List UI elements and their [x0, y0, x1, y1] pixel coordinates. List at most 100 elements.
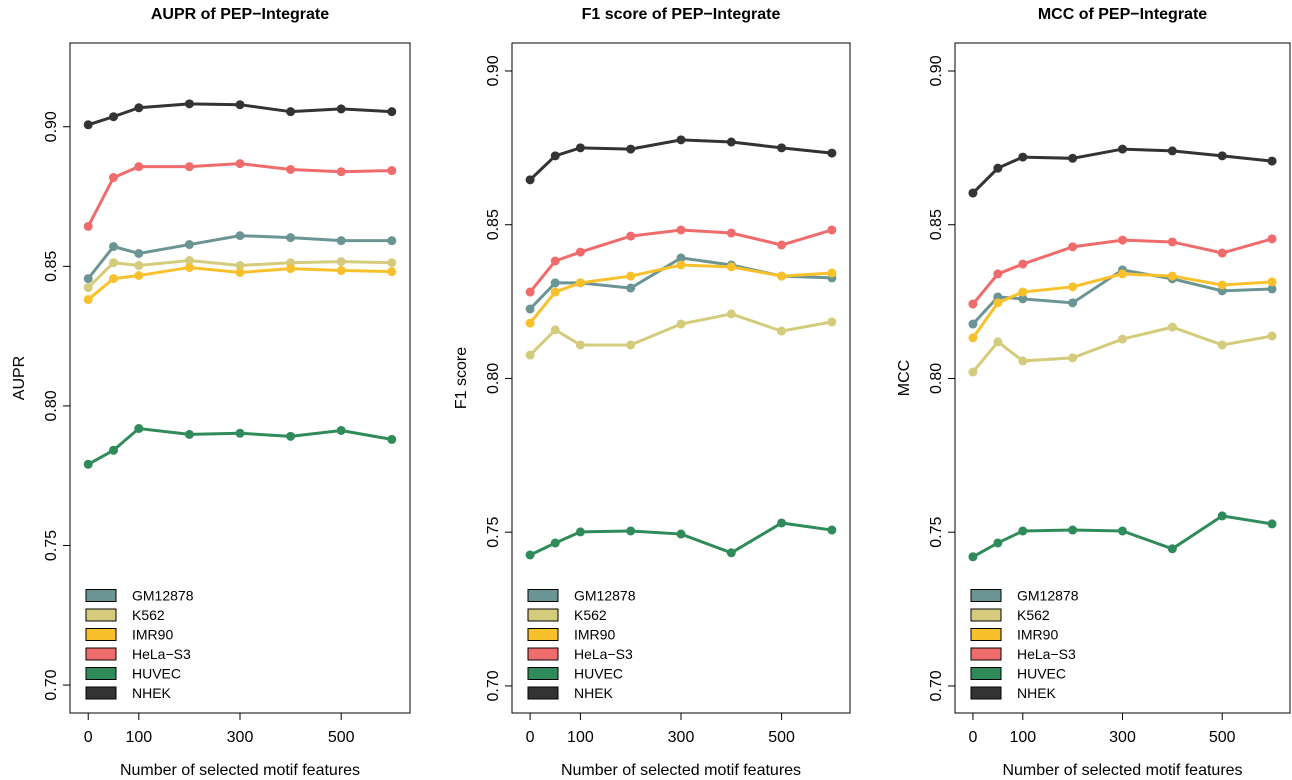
point [336, 425, 346, 435]
legend-swatch [85, 628, 117, 641]
legend-swatch [527, 628, 559, 641]
point [827, 148, 837, 158]
point [968, 188, 978, 198]
chart-title: MCC of PEP−Integrate [1038, 6, 1207, 23]
point [1167, 237, 1177, 247]
legend-swatch [970, 667, 1002, 680]
series-line [971, 272, 1273, 339]
x-tick-label: 0 [968, 729, 977, 746]
legend-label: HeLa−S3 [132, 646, 191, 662]
point [676, 529, 686, 539]
point [676, 135, 686, 145]
point [109, 258, 119, 268]
point [1267, 519, 1277, 529]
point [525, 175, 535, 185]
legend-label: GM12878 [574, 588, 636, 604]
point [387, 267, 397, 277]
legend-swatch [85, 608, 117, 622]
point [1167, 322, 1177, 332]
point [134, 424, 144, 434]
legend-swatch [970, 589, 1002, 602]
y-axis-label: MCC [896, 360, 913, 396]
point [286, 233, 296, 243]
y-tick-label: 0.85 [928, 209, 945, 240]
legend-label: K562 [132, 607, 165, 623]
point [134, 248, 144, 258]
point [1217, 280, 1227, 290]
point [1068, 298, 1078, 308]
point [286, 431, 296, 441]
legend-label: HUVEC [132, 666, 181, 682]
x-tick-label: 500 [328, 729, 355, 746]
legend-label: K562 [574, 607, 607, 623]
series-line [971, 147, 1273, 195]
x-tick-label: 500 [1209, 729, 1236, 746]
point [1068, 242, 1078, 252]
plot-box [69, 42, 411, 714]
x-tick-label: 500 [768, 729, 795, 746]
point [387, 236, 397, 246]
point [550, 278, 560, 288]
point [550, 325, 560, 335]
point [676, 253, 686, 263]
point [1267, 284, 1277, 294]
point [83, 221, 93, 231]
point [827, 525, 837, 535]
point [184, 162, 194, 172]
point [827, 317, 837, 327]
point [336, 257, 346, 267]
panel: AUPR of PEP−Integrate Number of selected … [11, 6, 411, 779]
chart-title: F1 score of PEP−Integrate [582, 6, 781, 23]
y-axis-label: AUPR [11, 356, 28, 400]
point [575, 143, 585, 153]
point [1068, 353, 1078, 363]
point [387, 434, 397, 444]
point [575, 340, 585, 350]
point [993, 538, 1003, 548]
point [184, 99, 194, 109]
point [993, 269, 1003, 279]
point [109, 445, 119, 455]
point [968, 333, 978, 343]
point [968, 319, 978, 329]
point [134, 103, 144, 113]
series-line [972, 514, 1273, 559]
point [1267, 234, 1277, 244]
plot-box [954, 42, 1291, 714]
point [550, 287, 560, 297]
x-tick-label: 0 [526, 729, 535, 746]
series-line [528, 263, 832, 325]
panel: MCC of PEP−Integrate Number of selected m… [896, 6, 1291, 779]
point [777, 271, 787, 281]
legend-label: HUVEC [574, 666, 623, 682]
point [1217, 511, 1227, 521]
x-axis-label: Number of selected motif features [120, 762, 360, 779]
legend-swatch [970, 647, 1002, 661]
point [993, 298, 1003, 308]
series-line [529, 312, 833, 357]
point [1018, 526, 1028, 536]
legend-label: NHEK [132, 685, 172, 701]
y-tick-label: 0.90 [43, 111, 60, 142]
series-line [87, 426, 393, 466]
point [109, 242, 119, 252]
x-tick-label: 300 [668, 729, 695, 746]
legend-swatch [970, 628, 1002, 641]
point [1018, 287, 1028, 297]
chart-title: AUPR of PEP−Integrate [151, 6, 329, 23]
point [286, 107, 296, 117]
y-tick-label: 0.90 [928, 55, 945, 86]
y-tick-label: 0.80 [43, 390, 60, 421]
point [626, 283, 636, 293]
legend-swatch [527, 667, 559, 680]
point [134, 162, 144, 172]
legend-label: NHEK [1017, 685, 1057, 701]
point [109, 112, 119, 122]
legend-label: GM12878 [132, 588, 194, 604]
point [1217, 248, 1227, 258]
point [575, 247, 585, 257]
point [550, 538, 560, 548]
legend-label: IMR90 [574, 627, 615, 643]
point [1068, 525, 1078, 535]
